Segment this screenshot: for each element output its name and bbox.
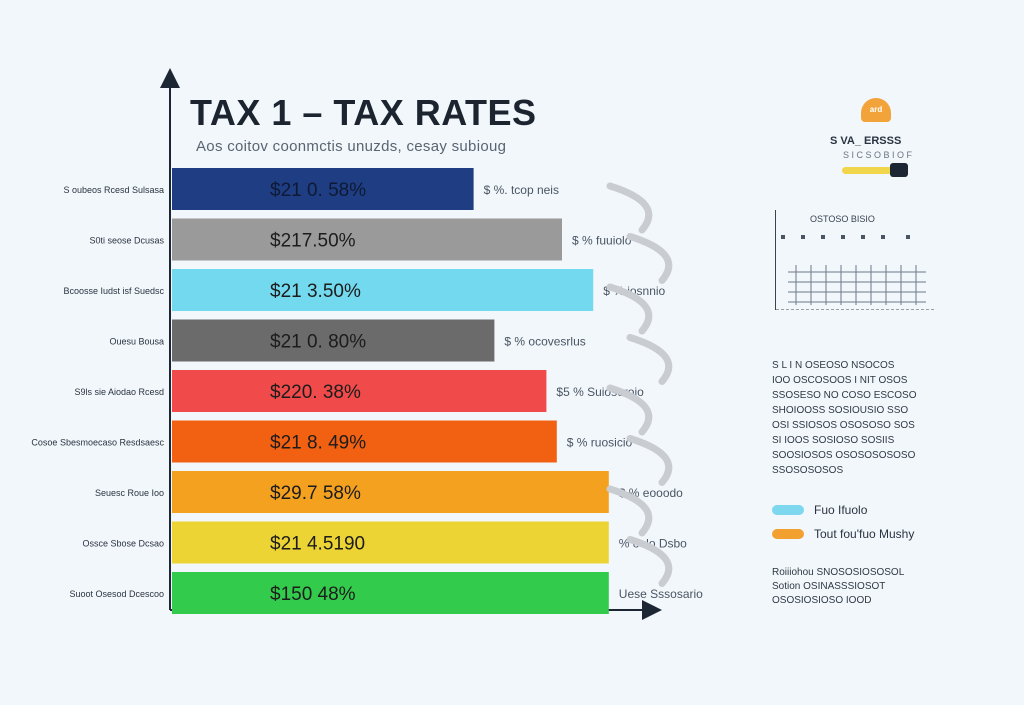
side-notes: S L I N OSEOSO NSOCOS IOO OSCOSOOS I NIT…	[772, 358, 947, 478]
connector-arrows	[606, 182, 673, 587]
legend-label: Tout fou'fuo Mushy	[814, 527, 915, 541]
note-line: SHOIOOSS SOSIOUSIO SSO	[772, 405, 909, 416]
bar	[172, 319, 495, 362]
bar-value-label: $29.7 58%	[270, 483, 361, 504]
bar-annotation: $ % fuuiolo	[572, 234, 632, 248]
legend: Fuo Ifuolo Tout fou'fuo Mushy	[772, 503, 914, 551]
note-line: SI IOOS SOSIOSO SOSIIS	[772, 435, 895, 446]
legend-label: Fuo Ifuolo	[814, 503, 868, 517]
bar-value-label: $217.50%	[270, 231, 356, 252]
category-label: Bcoosse Iudst isf Suedsc	[63, 286, 164, 296]
side-progress-cap	[890, 163, 908, 177]
category-label: Ouesu Bousa	[109, 337, 164, 347]
legend-swatch	[772, 529, 804, 539]
category-label: Cosoe Sbesmoecaso Resdsaesc	[31, 438, 164, 448]
bar-value-label: $21 8. 49%	[270, 433, 366, 454]
mini-table-caption: OSTOSO BISIO	[810, 214, 875, 224]
category-label: Seuesc Roue Ioo	[95, 488, 164, 498]
note-line: SSOSESO NO COSO ESCOSO	[772, 390, 917, 401]
bar-value-label: $150 48%	[270, 584, 356, 605]
bar-value-label: $21 0. 58%	[270, 180, 366, 201]
bar	[172, 218, 562, 261]
bar-annotation: $ % ruosicio	[567, 436, 633, 450]
note-line: IOO OSCOSOOS I NIT OSOS	[772, 375, 908, 386]
badge-icon: ard	[861, 98, 891, 122]
legend-item: Tout fou'fuo Mushy	[772, 527, 914, 541]
bar-annotation: Uese Sssosario	[619, 587, 703, 601]
category-label: S0ti seose Dcusas	[89, 236, 164, 246]
bar-value-label: $21 3.50%	[270, 281, 361, 302]
bar	[172, 521, 609, 564]
note-line: SSOSOSOSOS	[772, 465, 844, 476]
footnote-line: Roiiiohou SNOSOSIOSOSOL	[772, 567, 905, 578]
bar	[172, 420, 557, 463]
bar-value-label: $21 4.5190	[270, 534, 365, 555]
bar	[172, 370, 547, 412]
bar	[172, 269, 594, 311]
connector-arrow	[626, 334, 673, 385]
footnote: Roiiiohou SNOSOSIOSOSOL Sotion OSINASSSI…	[772, 566, 972, 608]
bar	[172, 572, 609, 614]
bar-annotation: $ % ocovesrlus	[504, 335, 585, 349]
bar-value-label: $21 0. 80%	[270, 332, 366, 353]
connector-arrow	[606, 283, 653, 335]
mini-table	[775, 210, 936, 311]
connector-arrow	[606, 182, 653, 234]
legend-swatch	[772, 505, 804, 515]
connector-arrow	[626, 233, 673, 284]
note-line: S L I N OSEOSO NSOCOS	[772, 360, 895, 371]
note-line: SOOSIOSOS OSOSOSOSOSO	[772, 450, 916, 461]
mini-table-grid	[776, 235, 936, 311]
chart-subtitle: Aos coitov coonmctis unuzds, cesay subio…	[196, 138, 507, 155]
chart-title: TAX 1 – TAX RATES	[190, 92, 537, 133]
category-label: S9ls sie Aiodao Rcesd	[74, 387, 164, 397]
side-heading: S VA_ ERSSS	[830, 135, 902, 147]
category-label: Ossce Sbose Dcsao	[82, 539, 164, 549]
connector-arrow	[626, 435, 673, 486]
note-line: OSI SSIOSOS OSOSOSO SOS	[772, 420, 915, 431]
footnote-line: Sotion OSINASSSIOSOT	[772, 581, 886, 592]
bar-annotation: $ %. tcop neis	[484, 183, 559, 197]
bar-value-label: $220. 38%	[270, 382, 361, 403]
bar	[172, 471, 609, 513]
category-label: Suoot Osesod Dcescoo	[69, 589, 164, 599]
side-subheading: S I C S O B I O F	[843, 150, 913, 160]
category-label: S oubeos Rcesd Sulsasa	[63, 185, 164, 195]
legend-item: Fuo Ifuolo	[772, 503, 914, 517]
footnote-line: OSOSIOSIOSO IOOD	[772, 595, 872, 606]
connector-arrow	[626, 536, 673, 587]
side-progress-bar	[842, 167, 894, 174]
bar	[172, 168, 474, 210]
connector-arrow	[606, 384, 653, 436]
connector-arrow	[606, 485, 653, 537]
